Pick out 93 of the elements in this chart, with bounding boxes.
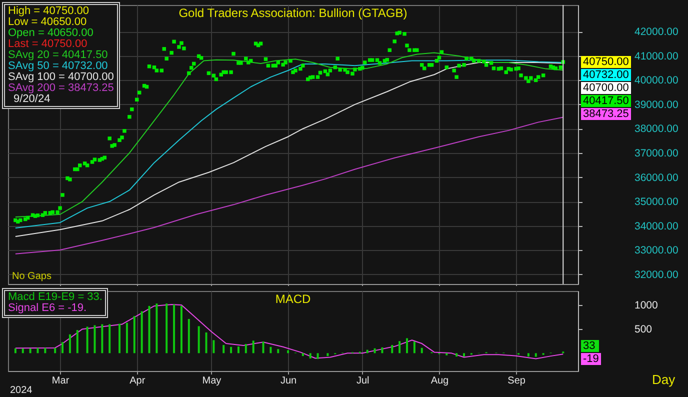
bar [166,304,168,354]
bar [413,342,416,354]
text: 38473.25 [581,108,631,120]
info-box: Macd E19-E9 = 33. Signal E6 = -19. [2,288,108,318]
bar [86,326,88,354]
text: SAvg 100 = 40700.00 [8,71,114,83]
series-label: Signal E6 = -19. [8,302,88,314]
y-tick-label: 39000.00 [634,98,678,111]
line-series [14,116,564,254]
bar [173,304,176,354]
bar [277,349,280,354]
chart-title: Gold Traders Association: Bullion (GTAGB) [178,6,408,20]
y-tick-label: 36000.00 [634,172,678,184]
bar [54,348,56,354]
text: 33 [581,340,599,352]
bar [108,324,111,354]
bar [534,353,537,357]
x-tick-label: Jul [356,376,370,386]
bar [406,338,408,354]
text: SAvg 20 = 40417.50 [8,49,108,61]
bar [302,353,304,356]
bar [463,353,465,357]
bar [374,348,376,354]
bar [148,306,150,354]
x-tick-label: Aug [430,376,449,386]
x-tick-label: Jun [280,376,297,386]
bar [527,353,530,357]
text: SAvg 50 = 40732.00 [8,60,108,72]
bar [126,322,128,354]
x-tick-label: May [202,376,222,386]
bar [420,348,423,354]
annotation: Open = 40650.00 [8,27,94,39]
y-tick-label: 33000.00 [634,244,678,257]
bar [44,348,46,354]
y-tick-label: 1000 [634,299,658,312]
bar [62,342,64,354]
annotation: High = 40750.00 [8,5,90,17]
y-tick-label: 42000.00 [634,26,678,38]
bar [270,346,272,354]
chart-title: MACD [275,292,311,306]
annotation: Low = 40650.00 [8,16,88,28]
y-tick-label: 500 [634,324,652,336]
bar [456,353,458,357]
text: 40417.50 [581,95,631,107]
text: 2024 [10,385,32,396]
bar [237,346,240,354]
y-tick-label: 32000.00 [634,268,678,281]
bar [36,348,39,354]
x-tick-label: Mar [52,376,70,386]
text: 40750.00 [581,56,631,68]
text: 40700.00 [581,82,631,94]
y-tick-label: 40000.00 [634,74,678,87]
bar [381,347,384,354]
x-tick-label: Apr [130,376,146,386]
bar [398,341,401,354]
text: SAvg 200 = 38473.25 [8,82,114,94]
series-label: Macd E19-E9 = 33. [8,291,102,303]
y-tick-label: 34000.00 [634,220,678,232]
annotation: 9/20/24 [14,93,52,105]
text: 40732.00 [581,69,631,81]
bar [68,334,71,354]
bar [94,325,96,354]
bar [309,353,312,358]
text: Day [652,372,676,387]
bar [29,348,32,354]
y-tick-label: 37000.00 [634,147,678,160]
bar [188,318,190,354]
bar [244,344,247,354]
bar [212,340,215,354]
y-tick-label: 38000.00 [634,123,678,136]
bar [156,304,158,354]
annotation: Last = 40750.00 [8,38,88,50]
bar [118,324,121,354]
bar [230,346,232,354]
text: -19 [581,353,601,365]
x-tick-label: Sep [508,376,526,386]
bar [180,306,182,354]
bar [326,353,329,356]
bar [22,348,24,354]
bar [140,311,143,354]
bar [222,344,225,354]
bar [198,326,200,354]
bar [391,344,394,354]
bar [252,340,254,354]
bar [316,353,319,359]
bar [262,342,264,354]
bar [133,316,136,354]
bar [205,332,208,354]
bar [76,330,78,354]
y-tick-label: 41000.00 [634,50,678,62]
annotation: No Gaps [12,271,52,282]
bar [101,324,104,354]
y-tick-label: 35000.00 [634,196,678,208]
